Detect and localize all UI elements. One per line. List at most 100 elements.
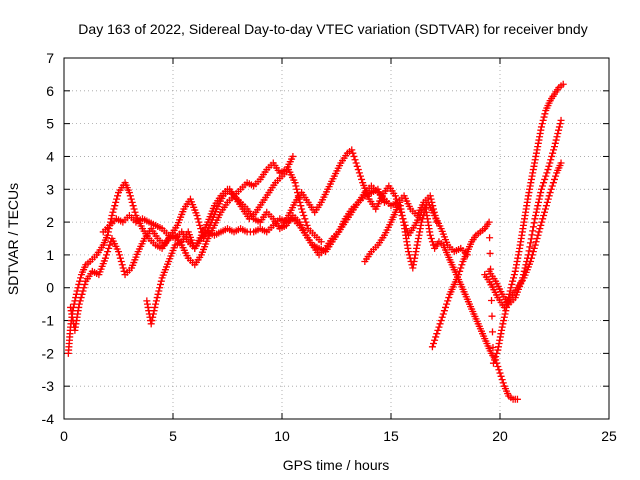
data-point [510, 274, 518, 282]
data-point [529, 227, 537, 235]
data-point [149, 313, 157, 321]
data-point [444, 297, 452, 305]
data-point [353, 162, 361, 170]
data-point [536, 192, 544, 200]
data-point [155, 287, 163, 295]
data-point [531, 241, 539, 249]
data-point [539, 182, 547, 190]
data-point [127, 195, 135, 203]
data-point [126, 192, 134, 200]
data-point [488, 312, 496, 320]
data-point [443, 300, 451, 308]
data-point [540, 212, 548, 220]
data-point [541, 175, 549, 183]
data-point [540, 113, 548, 121]
data-point [291, 179, 299, 187]
data-point [544, 166, 552, 174]
y-tick-label: 6 [46, 83, 54, 99]
data-point [301, 215, 309, 223]
data-point [358, 175, 366, 183]
data-point [506, 287, 514, 295]
data-point [537, 185, 545, 193]
data-point [535, 195, 543, 203]
data-point [548, 182, 556, 190]
data-point [527, 257, 535, 265]
x-tick-label: 0 [60, 428, 68, 444]
data-point [152, 300, 160, 308]
data-point [486, 234, 494, 242]
data-point [542, 202, 550, 210]
data-point [547, 156, 555, 164]
data-point [543, 198, 551, 206]
series-2 [67, 166, 325, 334]
data-point [496, 369, 504, 377]
data-points [64, 80, 567, 403]
data-point [116, 254, 124, 262]
y-tick-label: 3 [46, 181, 54, 197]
data-point [348, 146, 356, 154]
data-point [197, 225, 205, 233]
series-7 [428, 80, 567, 367]
data-point [513, 395, 521, 403]
data-point [442, 303, 449, 311]
data-point [76, 297, 84, 305]
data-point [106, 241, 114, 249]
y-tick-label: 0 [46, 280, 54, 296]
data-point [494, 362, 502, 370]
plot-frame [63, 57, 610, 420]
data-point [492, 353, 500, 361]
data-point [289, 152, 297, 160]
data-point [541, 205, 549, 213]
data-point [75, 300, 83, 308]
data-point [457, 264, 465, 272]
data-point [527, 254, 535, 262]
data-point [108, 212, 116, 220]
axis-ticks: 0 5 10 15 20 25 -4 -3 -2 -1 0 1 2 3 4 5 6 7 [42, 50, 617, 444]
data-point [549, 149, 557, 157]
data-point [498, 376, 506, 384]
data-point [115, 248, 122, 256]
data-point [196, 221, 204, 229]
data-point [458, 261, 466, 269]
data-point [552, 172, 560, 180]
data-point [439, 310, 447, 318]
data-point [392, 195, 400, 203]
chart-title: Day 163 of 2022, Sidereal Day-to-day VTE… [78, 21, 587, 37]
y-tick-label: 5 [46, 116, 54, 132]
data-point [488, 328, 496, 336]
data-point [300, 212, 308, 220]
data-point [391, 192, 399, 200]
data-point [118, 261, 126, 269]
data-point [111, 202, 119, 210]
data-point [551, 139, 559, 147]
data-point [440, 307, 448, 315]
data-point [539, 215, 547, 223]
data-point [432, 333, 440, 341]
data-point [125, 189, 133, 197]
data-point [497, 372, 505, 380]
grid-lines [64, 58, 609, 419]
data-point [456, 267, 464, 275]
data-point [554, 129, 562, 137]
data-point [426, 231, 434, 239]
data-point [298, 205, 306, 213]
data-point [532, 238, 540, 246]
data-point [418, 218, 426, 226]
data-point [557, 116, 565, 124]
data-point [109, 208, 117, 216]
data-point [112, 198, 120, 206]
data-point [537, 189, 545, 197]
data-point [437, 317, 445, 325]
data-point [297, 202, 305, 210]
x-tick-label: 5 [169, 428, 177, 444]
data-point [549, 179, 557, 187]
data-point [556, 120, 564, 128]
data-point [74, 284, 82, 292]
data-point [354, 166, 362, 174]
y-tick-label: -1 [42, 313, 55, 329]
x-tick-label: 10 [274, 428, 290, 444]
data-point [530, 219, 538, 227]
data-point [405, 251, 413, 259]
data-point [380, 198, 388, 206]
data-point [542, 172, 550, 180]
